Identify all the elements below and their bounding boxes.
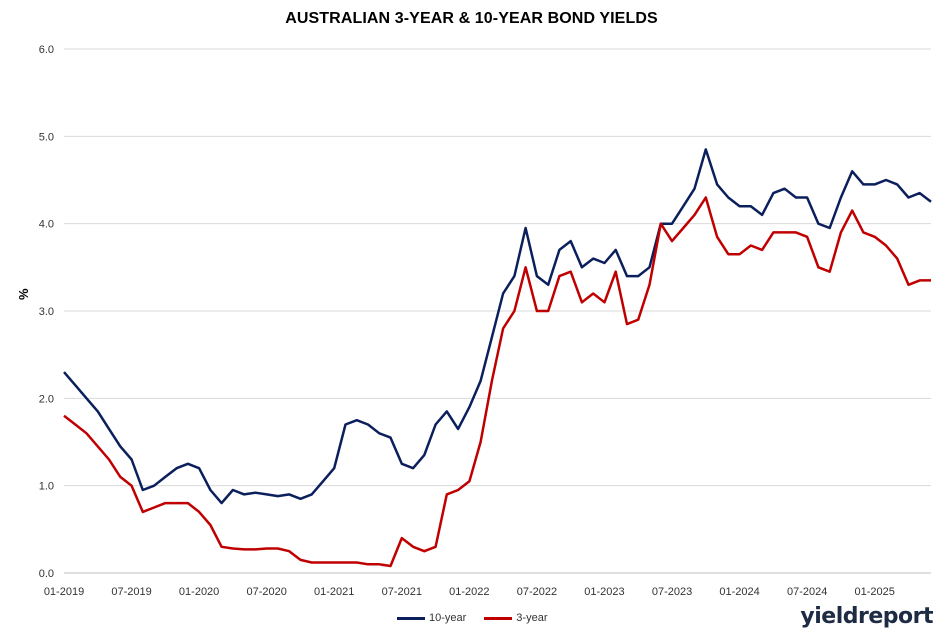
legend-swatch-3-year <box>484 616 513 620</box>
x-tick-label: 01-2021 <box>314 586 354 598</box>
x-tick-label: 01-2022 <box>449 586 489 598</box>
legend-item-10-year: 10-year <box>397 612 466 624</box>
legend-label-10-year: 10-year <box>429 612 467 624</box>
x-tick-label: 07-2021 <box>382 586 422 598</box>
x-tick-label: 01-2024 <box>719 586 759 598</box>
legend-label-3-year: 3-year <box>516 612 548 624</box>
legend-item-3-year: 3-year <box>484 612 547 624</box>
x-tick-label: 07-2023 <box>652 586 692 598</box>
series-line-3-year <box>63 196 931 568</box>
x-tick-label: 01-2025 <box>855 586 895 598</box>
logo-text: yieldreport <box>800 604 933 629</box>
y-tick-labels: 0.0 1.0 2.0 3.0 4.0 5.0 6.0 <box>39 44 54 580</box>
legend: 10-year 3-year <box>397 612 547 624</box>
series-lines <box>63 148 932 568</box>
x-tick-label: 01-2019 <box>44 586 84 598</box>
y-tick-label: 1.0 <box>39 481 54 493</box>
y-tick-label: 5.0 <box>39 131 54 143</box>
y-tick-label: 3.0 <box>39 306 54 318</box>
y-tick-label: 6.0 <box>39 44 54 56</box>
legend-swatch-10-year <box>397 616 425 620</box>
y-tick-label: 2.0 <box>39 393 54 405</box>
y-tick-label: 4.0 <box>39 219 54 231</box>
x-tick-label: 07-2019 <box>111 586 151 598</box>
x-tick-label: 01-2023 <box>584 586 624 598</box>
chart-title: AUSTRALIAN 3-YEAR & 10-YEAR BOND YIELDS <box>285 10 658 27</box>
x-tick-label: 07-2024 <box>787 586 827 598</box>
series-line-10-year <box>63 148 932 505</box>
x-tick-label: 07-2020 <box>246 586 286 598</box>
yieldreport-logo: yieldreport <box>800 604 933 629</box>
y-tick-label: 0.0 <box>39 568 54 580</box>
x-tick-label: 01-2020 <box>179 586 219 598</box>
x-tick-labels: 01-2019 07-2019 01-2020 07-2020 01-2021 07-20… <box>44 586 895 598</box>
x-tick-label: 07-2022 <box>517 586 557 598</box>
